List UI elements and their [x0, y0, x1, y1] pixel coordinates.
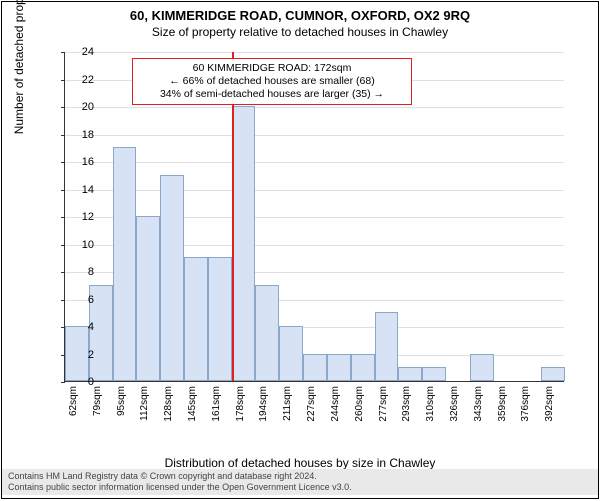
histogram-bar [160, 175, 184, 381]
histogram-bar [541, 367, 565, 381]
chart-subtitle: Size of property relative to detached ho… [2, 25, 598, 39]
y-tick-label: 16 [64, 156, 94, 168]
gridline [65, 162, 564, 163]
x-tick-label: 145sqm [187, 386, 198, 430]
x-tick-label: 326sqm [449, 386, 460, 430]
x-tick-label: 310sqm [425, 386, 436, 430]
y-tick-label: 4 [64, 321, 94, 333]
gridline [65, 135, 564, 136]
chart-container: 60, KIMMERIDGE ROAD, CUMNOR, OXFORD, OX2… [1, 1, 599, 499]
x-tick-label: 244sqm [330, 386, 341, 430]
y-tick-label: 14 [64, 184, 94, 196]
x-tick-label: 194sqm [258, 386, 269, 430]
histogram-bar [303, 354, 327, 382]
annotation-line-3: 34% of semi-detached houses are larger (… [139, 88, 405, 101]
y-tick-label: 10 [64, 239, 94, 251]
histogram-bar [255, 285, 279, 381]
histogram-bar [279, 326, 303, 381]
x-axis-label: Distribution of detached houses by size … [2, 456, 598, 470]
gridline [65, 52, 564, 53]
y-tick-label: 8 [64, 266, 94, 278]
histogram-bar [375, 312, 399, 381]
y-tick-label: 6 [64, 294, 94, 306]
x-tick-label: 62sqm [68, 386, 79, 430]
footer-line-1: Contains HM Land Registry data © Crown c… [8, 471, 592, 482]
footer-line-2: Contains public sector information licen… [8, 482, 592, 493]
y-tick-label: 20 [64, 101, 94, 113]
x-tick-label: 293sqm [401, 386, 412, 430]
chart-title: 60, KIMMERIDGE ROAD, CUMNOR, OXFORD, OX2… [2, 8, 598, 23]
x-tick-label: 178sqm [235, 386, 246, 430]
x-tick-label: 376sqm [520, 386, 531, 430]
x-tick-label: 95sqm [116, 386, 127, 430]
histogram-bar [398, 367, 422, 381]
histogram-bar [327, 354, 351, 382]
histogram-bar [113, 147, 137, 381]
x-tick-label: 128sqm [163, 386, 174, 430]
histogram-bar [184, 257, 208, 381]
x-tick-label: 79sqm [92, 386, 103, 430]
histogram-bar [232, 106, 256, 381]
histogram-bar [136, 216, 160, 381]
gridline [65, 190, 564, 191]
x-tick-label: 211sqm [282, 386, 293, 430]
y-tick-label: 24 [64, 46, 94, 58]
gridline [65, 107, 564, 108]
x-tick-label: 260sqm [354, 386, 365, 430]
y-tick-label: 18 [64, 129, 94, 141]
y-tick-label: 12 [64, 211, 94, 223]
histogram-bar [351, 354, 375, 382]
x-tick-label: 343sqm [473, 386, 484, 430]
x-tick-label: 227sqm [306, 386, 317, 430]
annotation-line-2: ← 66% of detached houses are smaller (68… [139, 75, 405, 88]
x-tick-label: 112sqm [139, 386, 150, 430]
histogram-bar [208, 257, 232, 381]
histogram-bar [470, 354, 494, 382]
annotation-line-1: 60 KIMMERIDGE ROAD: 172sqm [139, 62, 405, 75]
x-tick-label: 392sqm [544, 386, 555, 430]
annotation-box: 60 KIMMERIDGE ROAD: 172sqm← 66% of detac… [132, 58, 412, 105]
histogram-bar [422, 367, 446, 381]
y-axis-label: Number of detached properties [12, 0, 26, 134]
footer-attribution: Contains HM Land Registry data © Crown c… [2, 469, 598, 495]
x-tick-label: 161sqm [211, 386, 222, 430]
x-tick-label: 359sqm [497, 386, 508, 430]
y-tick-label: 22 [64, 74, 94, 86]
x-tick-label: 277sqm [378, 386, 389, 430]
y-tick-label: 2 [64, 349, 94, 361]
